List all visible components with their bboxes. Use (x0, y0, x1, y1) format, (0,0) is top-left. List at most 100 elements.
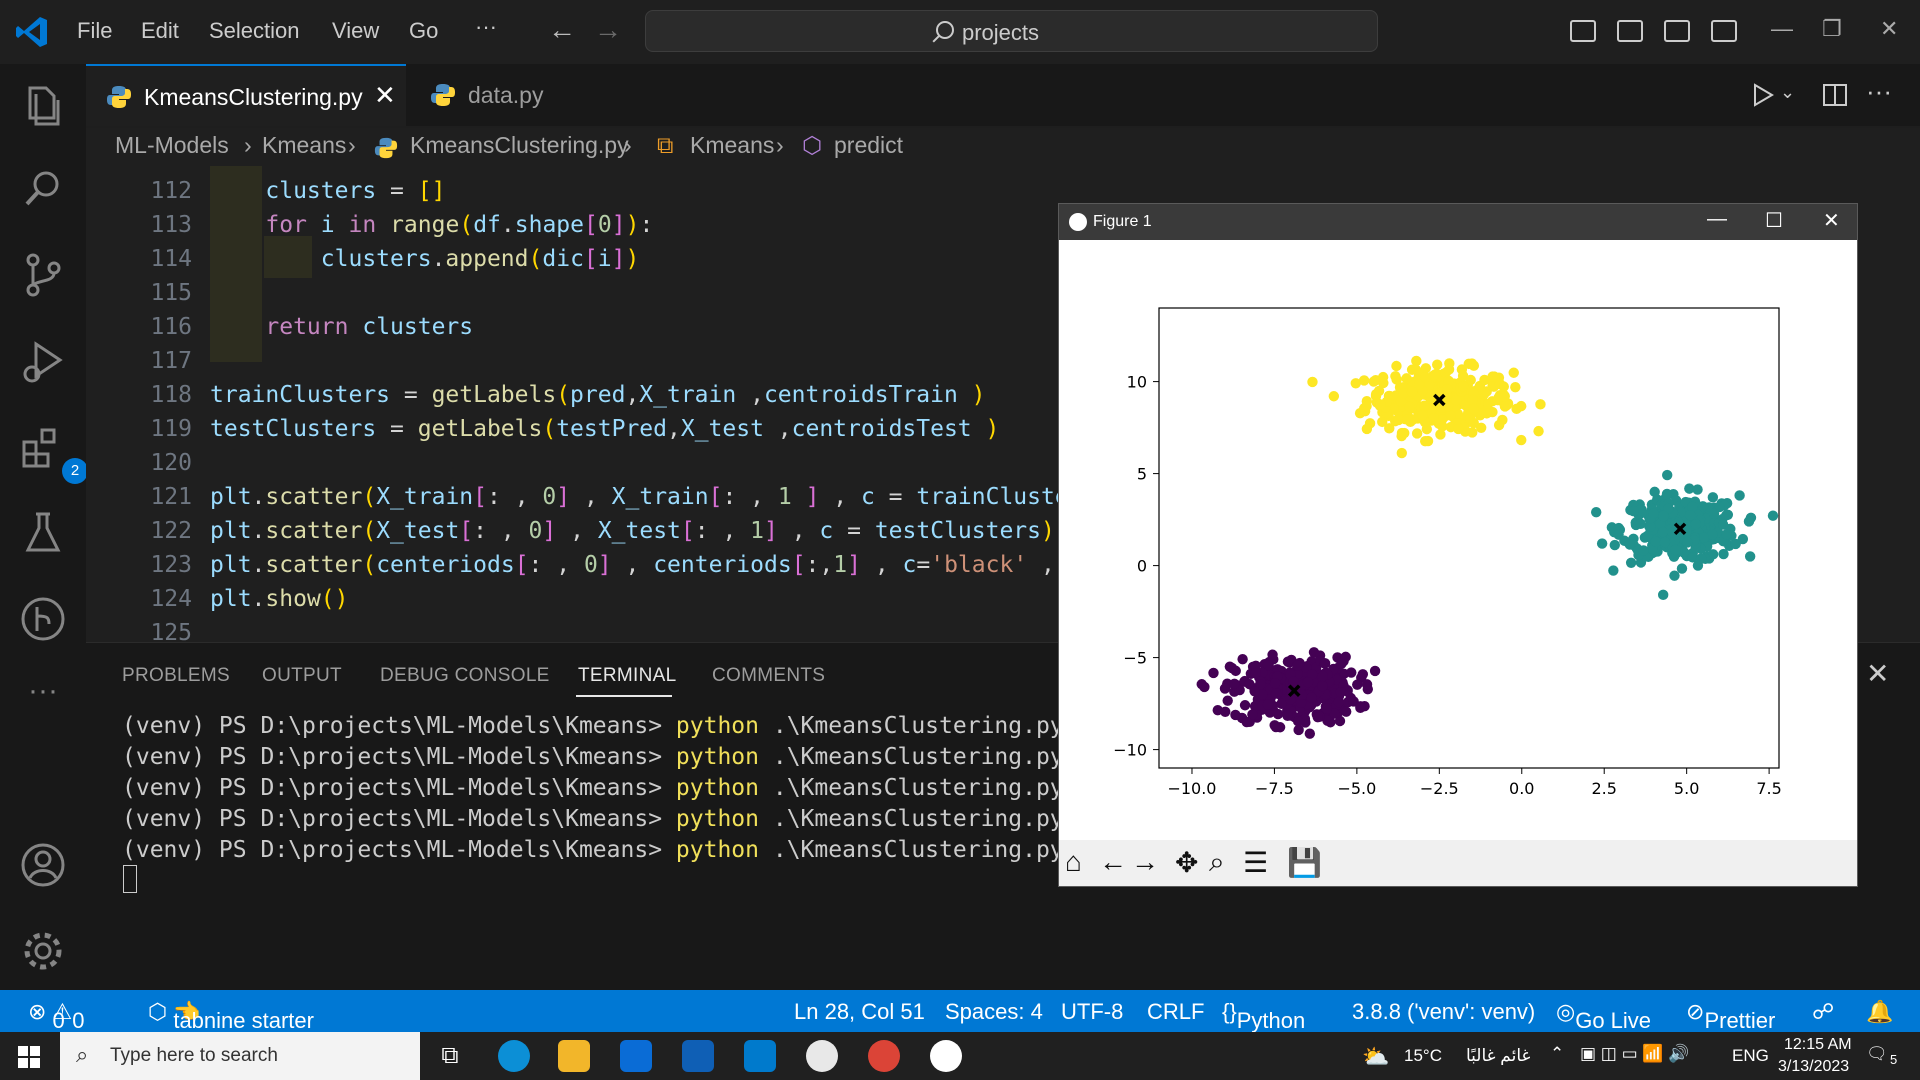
forward-icon[interactable]: → (1131, 846, 1159, 877)
scatter-point (1468, 403, 1479, 415)
zoom-icon[interactable]: ⌕ (1209, 846, 1225, 877)
minimap[interactable] (1870, 166, 1920, 642)
tab-problems[interactable]: PROBLEMS (122, 665, 230, 686)
file-explorer-icon[interactable] (558, 1040, 590, 1072)
extensions-icon[interactable]: 2 (18, 422, 88, 484)
explorer-icon[interactable] (18, 80, 68, 130)
tab-debug-console[interactable]: DEBUG CONSOLE (380, 665, 550, 686)
prettier-status[interactable]: ⊘ Prettier (1686, 999, 1776, 1033)
mail-icon[interactable] (682, 1040, 714, 1072)
line-number: 120 (150, 450, 192, 476)
windows-start-icon[interactable] (18, 1046, 40, 1068)
x-tick-label: −2.5 (1420, 779, 1459, 798)
tray-chevron-icon[interactable]: ⌃ (1550, 1044, 1565, 1063)
menu-edit[interactable]: Edit (141, 18, 179, 43)
git-graph-icon[interactable] (18, 594, 68, 644)
menu-file[interactable]: File (77, 18, 113, 43)
code-line: plt.scatter(X_test[: , 0] , X_test[: , 1… (210, 518, 1055, 544)
settings-gear-icon[interactable] (18, 926, 68, 976)
input-language[interactable]: ENG (1732, 1046, 1769, 1065)
go-live-status[interactable]: ◎ Go Live (1556, 999, 1652, 1033)
customize-layout-icon[interactable] (1711, 20, 1737, 42)
cursor-position[interactable]: Ln 28, Col 51 (794, 999, 925, 1024)
language-status[interactable]: {} Python (1222, 999, 1306, 1033)
weather-text[interactable]: غائم غالبًا (1466, 1046, 1531, 1065)
menu-selection[interactable]: Selection (209, 18, 300, 43)
tab-close-icon[interactable]: ✕ (374, 80, 396, 110)
account-icon[interactable] (18, 840, 68, 890)
run-debug-icon[interactable] (18, 336, 68, 386)
microsoft-store-icon[interactable] (620, 1040, 652, 1072)
restore-button[interactable]: ❐ (1822, 16, 1842, 41)
tab-kmeansclustering[interactable]: KmeansClustering.py ✕ (86, 64, 406, 126)
forward-arrow-icon[interactable]: → (594, 14, 622, 45)
scatter-point (1508, 367, 1519, 378)
toggle-primary-sidebar-icon[interactable] (1570, 20, 1596, 42)
breadcrumb-class-kmeans[interactable]: Kmeans (690, 132, 775, 158)
indentation-status[interactable]: Spaces: 4 (945, 999, 1043, 1024)
tab-output[interactable]: OUTPUT (262, 665, 342, 686)
task-view-icon[interactable]: ⧉ (441, 1042, 459, 1069)
run-python-file-icon[interactable] (1750, 82, 1776, 108)
configure-icon[interactable]: ☰ (1243, 847, 1269, 878)
menu-view[interactable]: View (332, 18, 380, 43)
home-icon[interactable]: ⌂ (1065, 846, 1082, 877)
matplotlib-figure-icon[interactable] (930, 1040, 962, 1072)
back-icon[interactable]: ← (1099, 846, 1127, 877)
tray-apps-icon[interactable]: ▣ ◫ ▭ 📶 🔊 (1580, 1044, 1690, 1063)
menu-go[interactable]: Go (409, 18, 439, 43)
eol-status[interactable]: CRLF (1147, 999, 1205, 1024)
figure-minimize-button[interactable]: — (1707, 208, 1727, 230)
figure-maximize-button[interactable]: ☐ (1765, 210, 1783, 232)
toggle-secondary-sidebar-icon[interactable] (1664, 20, 1690, 42)
figure-close-button[interactable]: ✕ (1823, 210, 1840, 232)
tab-comments[interactable]: COMMENTS (712, 665, 826, 686)
back-arrow-icon[interactable]: ← (548, 14, 576, 45)
save-icon[interactable]: 💾 (1287, 847, 1322, 878)
close-button[interactable]: ✕ (1880, 16, 1899, 41)
minimize-button[interactable]: — (1771, 16, 1793, 41)
run-dropdown-chevron-icon[interactable]: ⌄ (1780, 82, 1796, 102)
scatter-plot[interactable]: −10.0 −7.5 −5.0 −2.5 0.0 2.5 5.0 7.5 10 5 0 −5 −10 (1059, 240, 1857, 840)
pan-icon[interactable]: ✥ (1175, 847, 1199, 878)
chrome-icon[interactable] (868, 1040, 900, 1072)
toggle-panel-icon[interactable] (1617, 20, 1643, 42)
interpreter-status[interactable]: 3.8.8 ('venv': venv) (1352, 999, 1536, 1024)
weather-icon[interactable]: ⛅ (1362, 1044, 1390, 1069)
scatter-point (1369, 665, 1381, 677)
clock-time[interactable]: 12:15 AM (1784, 1036, 1852, 1053)
more-views-icon[interactable]: ··· (28, 674, 58, 707)
clock-date[interactable]: 3/13/2023 (1778, 1058, 1850, 1075)
scatter-point (1516, 400, 1527, 412)
figure-title-bar[interactable]: Figure 1 — ☐ ✕ (1059, 204, 1857, 240)
vscode-taskbar-icon[interactable] (744, 1040, 776, 1072)
menu-more[interactable]: ··· (475, 14, 497, 39)
media-player-icon[interactable] (806, 1040, 838, 1072)
matplotlib-figure-window[interactable]: Figure 1 — ☐ ✕ −10.0 −7.5 −5.0 −2.5 0.0 2.5 5.… (1058, 203, 1858, 887)
problems-status[interactable]: ⊗ 0 ⚠ 0 (28, 999, 85, 1033)
breadcrumb-folder-ml-models[interactable]: ML-Models (115, 132, 229, 158)
editor-more-actions-icon[interactable]: ··· (1866, 76, 1892, 106)
command-center-search[interactable]: projects (645, 10, 1378, 52)
scatter-point (1650, 536, 1661, 548)
encoding-status[interactable]: UTF-8 (1061, 999, 1124, 1024)
notifications-bell-icon[interactable]: 🔔 (1866, 999, 1894, 1024)
scatter-point (1685, 509, 1696, 521)
edge-browser-icon[interactable] (498, 1040, 530, 1072)
line-number: 124 (150, 586, 192, 612)
source-control-icon[interactable] (18, 250, 68, 300)
feedback-icon[interactable]: ☍ (1812, 999, 1835, 1024)
panel-close-icon[interactable]: ✕ (1866, 658, 1890, 689)
weather-temp[interactable]: 15°C (1404, 1046, 1442, 1065)
taskbar-search-box[interactable]: ⌕ Type here to search (60, 1032, 420, 1080)
breadcrumb-file[interactable]: KmeansClustering.py (410, 132, 629, 158)
breadcrumb-folder-kmeans[interactable]: Kmeans (262, 132, 347, 158)
split-editor-icon[interactable] (1822, 82, 1848, 108)
search-activity-icon[interactable] (18, 164, 68, 214)
tab-data[interactable]: data.py (408, 64, 604, 126)
breadcrumb-method-predict[interactable]: predict (834, 132, 904, 158)
notification-center-icon[interactable]: 🗨 (1866, 1044, 1888, 1063)
tabnine-status[interactable]: ⬡ tabnine starter 👈 (148, 999, 314, 1033)
testing-icon[interactable] (18, 508, 68, 558)
tab-terminal[interactable]: TERMINAL (578, 665, 677, 686)
